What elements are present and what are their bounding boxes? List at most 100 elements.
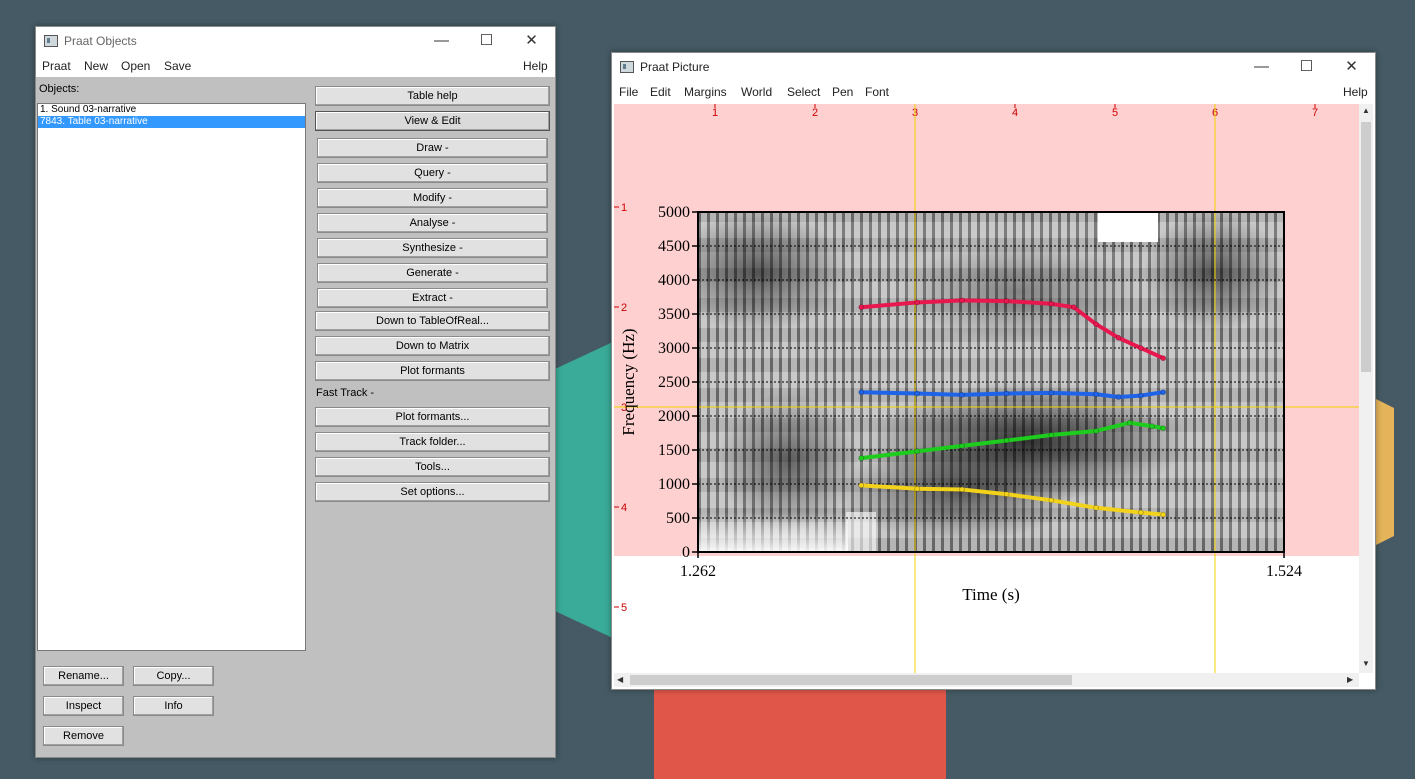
info-button[interactable]: Info	[133, 696, 214, 716]
window-app-icon	[620, 61, 634, 73]
formant-track-point	[1160, 355, 1167, 361]
menu-margins[interactable]: Margins	[684, 85, 727, 99]
formant-track-point	[858, 482, 865, 489]
formant-track-line	[859, 298, 1166, 361]
minimize-icon[interactable]: —	[1254, 58, 1269, 75]
formant-track-point	[1115, 394, 1122, 400]
maximize-icon[interactable]: ☐	[1299, 58, 1314, 75]
menu-help[interactable]: Help	[1343, 85, 1368, 99]
menu-edit[interactable]: Edit	[650, 85, 671, 99]
scroll-left-icon[interactable]: ◀	[617, 675, 624, 684]
menu-praat[interactable]: Praat	[42, 59, 71, 73]
scroll-up-icon[interactable]: ▲	[1362, 106, 1370, 115]
formant-track-point	[1160, 511, 1167, 518]
fast-track-label: Fast Track -	[316, 387, 375, 399]
ruler-left-label: 3	[621, 402, 627, 414]
set-options-button[interactable]: Set options...	[315, 482, 550, 502]
x-tick-label-max: 1.524	[1266, 563, 1302, 580]
menu-save[interactable]: Save	[164, 59, 192, 73]
formant-track-point	[1048, 432, 1055, 438]
ruler-left-label: 5	[621, 602, 627, 614]
fast-track-plot-formants-button[interactable]: Plot formants...	[315, 407, 550, 427]
menu-font[interactable]: Font	[865, 85, 890, 99]
list-item-selected[interactable]: 7843. Table 03-narrative	[38, 116, 305, 128]
down-to-matrix-button[interactable]: Down to Matrix	[315, 336, 550, 356]
y-tick-label: 0	[682, 544, 690, 561]
objects-label: Objects:	[39, 83, 80, 95]
modify-button[interactable]: Modify -	[317, 188, 548, 208]
formant-track-point	[1003, 390, 1010, 397]
close-icon[interactable]: ✕	[525, 32, 538, 49]
maximize-icon[interactable]: ☐	[479, 32, 494, 49]
vertical-scrollbar[interactable]: ▲ ▼	[1359, 104, 1373, 673]
plot-formants-button[interactable]: Plot formants	[315, 361, 550, 381]
analyse-button[interactable]: Analyse -	[317, 213, 548, 233]
menu-help[interactable]: Help	[523, 59, 548, 73]
draw-button[interactable]: Draw -	[317, 138, 548, 158]
menu-file[interactable]: File	[619, 85, 639, 99]
scroll-down-icon[interactable]: ▼	[1362, 659, 1370, 668]
x-axis-label: Time (s)	[962, 585, 1019, 604]
window-app-icon	[44, 35, 58, 47]
picture-menubar: File Edit Margins World Select Pen Font …	[612, 81, 1375, 103]
y-tick-label: 2500	[658, 374, 690, 391]
list-item[interactable]: 1. Sound 03-narrative	[40, 104, 137, 115]
picture-titlebar[interactable]: Praat Picture — ☐ ✕	[612, 53, 1375, 81]
formant-track-point	[1093, 428, 1099, 434]
praat-objects-window: Praat Objects — ☐ ✕ Praat New Open Save …	[35, 26, 556, 758]
minimize-icon[interactable]: —	[434, 32, 449, 49]
objects-menubar: Praat New Open Save Help	[36, 55, 555, 77]
formant-track-point	[1126, 419, 1133, 426]
objects-list[interactable]: 1. Sound 03-narrative 7843. Table 03-nar…	[37, 103, 306, 651]
formant-track-point	[1138, 392, 1144, 399]
rename-button[interactable]: Rename...	[43, 666, 124, 686]
praat-picture-window: Praat Picture — ☐ ✕ File Edit Margins Wo…	[611, 52, 1376, 690]
formant-track-point	[858, 455, 865, 461]
copy-button[interactable]: Copy...	[133, 666, 214, 686]
view-edit-button[interactable]: View & Edit	[315, 111, 550, 131]
ruler-left-label: 1	[621, 202, 627, 214]
formant-track-point	[914, 485, 920, 492]
horizontal-scrollbar[interactable]: ◀ ▶	[614, 673, 1359, 687]
down-to-tableofreal-button[interactable]: Down to TableOfReal...	[315, 311, 550, 331]
formant-track-point	[1003, 491, 1010, 498]
ruler-left-label: 2	[621, 302, 627, 314]
query-button[interactable]: Query -	[317, 163, 548, 183]
y-tick-label: 3500	[658, 306, 690, 323]
spectrogram-fade-region	[698, 512, 848, 552]
vertical-scroll-thumb[interactable]	[1361, 122, 1371, 372]
menu-pen[interactable]: Pen	[832, 85, 854, 99]
menu-world[interactable]: World	[741, 85, 773, 99]
menu-select[interactable]: Select	[787, 85, 821, 99]
formant-track-point	[1048, 497, 1055, 504]
formant-track-point	[858, 389, 865, 396]
tools-button[interactable]: Tools...	[315, 457, 550, 477]
spectrogram-bright-region	[1098, 212, 1158, 242]
extract-button[interactable]: Extract -	[317, 288, 548, 308]
table-help-button[interactable]: Table help	[315, 86, 550, 106]
synthesize-button[interactable]: Synthesize -	[317, 238, 548, 258]
menu-new[interactable]: New	[84, 59, 109, 73]
y-tick-label: 1500	[658, 442, 690, 459]
close-icon[interactable]: ✕	[1345, 58, 1358, 75]
generate-button[interactable]: Generate -	[317, 263, 548, 283]
formant-track-point	[1138, 345, 1144, 351]
ruler-top-label: 1	[712, 107, 718, 119]
formant-track-point	[1003, 437, 1010, 444]
formant-track-point	[1160, 389, 1167, 396]
menu-open[interactable]: Open	[121, 59, 151, 73]
formant-track-line	[859, 420, 1166, 461]
remove-button[interactable]: Remove	[43, 726, 124, 746]
scroll-right-icon[interactable]: ▶	[1347, 675, 1354, 684]
formant-track-point	[1048, 390, 1055, 396]
track-folder-button[interactable]: Track folder...	[315, 432, 550, 452]
objects-titlebar[interactable]: Praat Objects — ☐ ✕	[36, 27, 555, 55]
formant-track-point	[1160, 425, 1167, 432]
spectrogram-gap-region	[846, 512, 876, 552]
inspect-button[interactable]: Inspect	[43, 696, 124, 716]
horizontal-scroll-thumb[interactable]	[630, 675, 1072, 685]
formant-track-line	[859, 483, 1166, 517]
y-tick-label: 2000	[658, 408, 690, 425]
y-tick-labels: 0 500 1000 1500 2000 2500 3000 3500 4000 4500 5000	[658, 204, 1285, 561]
picture-canvas[interactable]: 123456712345 050010001500200025003000350…	[614, 104, 1359, 673]
